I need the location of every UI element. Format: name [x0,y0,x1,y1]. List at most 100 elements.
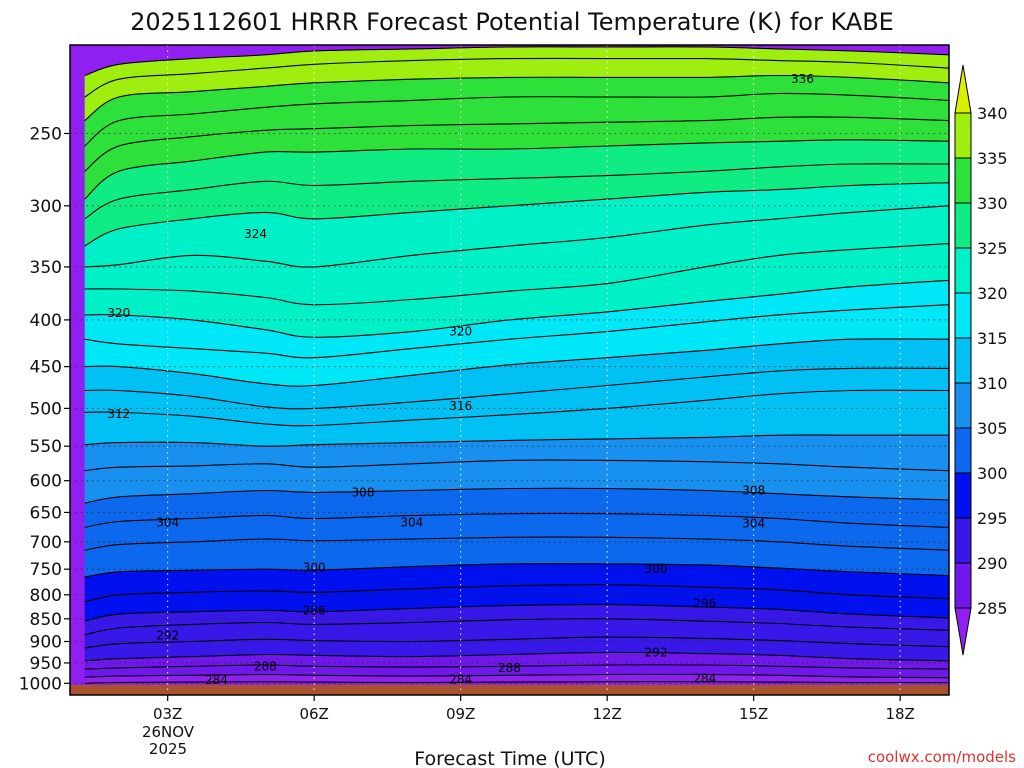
isoline-306 [84,487,949,504]
ground-surface [70,684,949,695]
colorbar-swatch-320 [954,247,972,294]
isoline-312 [84,389,949,427]
y-axis: 2503003504004505005506006507007508008509… [19,124,70,694]
contour-labels: 336 324 320 320 316 312 308 308 304 304 304 300 300 2… [107,72,814,687]
band-284 [84,674,949,684]
contour-label-292: 292 [156,629,179,643]
band-338 [84,46,949,97]
colorbar-swatch-285 [954,562,972,609]
contour-label-284: 284 [449,672,472,686]
colorbar-label-295: 295 [977,509,1008,528]
band-328 [84,139,949,219]
isoline-290 [84,651,949,662]
plot-border [69,44,950,696]
x-tick-label-18Z: 18Z [885,705,914,723]
band-302 [84,513,949,551]
isoline-318 [84,304,949,359]
y-tick-label-350: 350 [30,258,62,278]
x-tick-label-15Z: 15Z [739,705,768,723]
colorbar-label-310: 310 [977,374,1008,393]
contour-label-296: 296 [303,603,326,617]
color-bands [70,45,949,695]
band-330 [84,116,949,200]
isoline-332 [84,116,949,172]
y-tick-label-550: 550 [30,437,62,457]
y-tick-label-950: 950 [30,654,62,674]
colorbar-label-325: 325 [977,239,1008,258]
isoline-338 [84,57,949,98]
isoline-322 [84,243,949,306]
contour-label-288: 288 [498,661,521,675]
isoline-314 [84,367,949,410]
contour-label-292: 292 [645,645,668,659]
isoline-336 [84,74,949,122]
chart-title: 2025112601 HRRR Forecast Potential Tempe… [130,8,894,36]
contour-label-288: 288 [254,659,277,673]
isoline-298 [84,584,949,603]
band-310 [84,390,949,447]
contour-label-304: 304 [156,516,179,530]
y-tick-label-1000: 1000 [19,674,62,694]
y-tick-label-900: 900 [30,632,62,652]
credit-text: coolwx.com/models [868,748,1016,766]
band-336 [84,58,949,121]
contour-lines [84,46,949,684]
y-tick-label-850: 850 [30,610,62,630]
y-tick-label-400: 400 [30,311,62,331]
colorbar-label-340: 340 [977,104,1008,123]
colorbar-label-330: 330 [977,194,1008,213]
colorbar-swatch-290 [954,517,972,564]
contour-label-336: 336 [791,72,814,86]
band-312 [84,368,949,426]
colorbar-swatch-330 [954,157,972,204]
isoline-294 [84,618,949,636]
contour-label-312: 312 [107,407,130,421]
band-334 [84,75,949,146]
x-axis: 03Z 06Z 09Z 12Z 15Z 18Z [153,695,915,723]
colorbar-under-arrow [954,607,972,656]
colorbar-swatch-335 [954,112,972,159]
colorbar-label-335: 335 [977,149,1008,168]
isoline-340 [84,46,949,77]
colorbar-label-320: 320 [977,284,1008,303]
x-tick-label-03Z: 03Z [153,705,182,723]
isoline-328 [84,163,949,220]
y-tick-label-800: 800 [30,586,62,606]
isoline-304 [84,512,949,528]
grid-lines [70,45,949,695]
y-tick-label-650: 650 [30,503,62,523]
contour-label-304: 304 [400,516,423,530]
x-axis-label: Forecast Time (UTC) [414,748,605,768]
x-tick-label-09Z: 09Z [446,705,475,723]
isoline-310 [84,434,949,447]
date-label-year: 2025 [149,740,187,758]
colorbar-label-300: 300 [977,464,1008,483]
colorbar-swatch-315 [954,292,972,339]
band-308 [84,435,949,471]
contour-label-308: 308 [352,485,375,499]
colorbar-swatch-325 [954,202,972,249]
colorbar-label-285: 285 [977,599,1008,618]
isoline-286 [84,673,949,679]
y-tick-label-700: 700 [30,533,62,553]
isoline-330 [84,139,949,200]
x-tick-label-12Z: 12Z [592,705,621,723]
contour-label-304: 304 [742,516,765,530]
date-label-day: 26NOV [142,723,195,741]
y-tick-label-500: 500 [30,399,62,419]
contour-label-284: 284 [693,671,716,685]
contour-label-324: 324 [244,227,267,241]
band-306 [84,460,949,504]
isoline-308 [84,459,949,472]
band-320 [84,243,949,338]
isoline-284 [84,681,949,684]
y-tick-label-300: 300 [30,197,62,217]
band-316 [84,304,949,387]
band-296 [84,584,949,622]
band-314 [84,338,949,409]
band-298 [84,563,949,603]
contour-label-320: 320 [107,306,130,320]
band-318 [84,280,949,358]
y-tick-label-600: 600 [30,472,62,492]
